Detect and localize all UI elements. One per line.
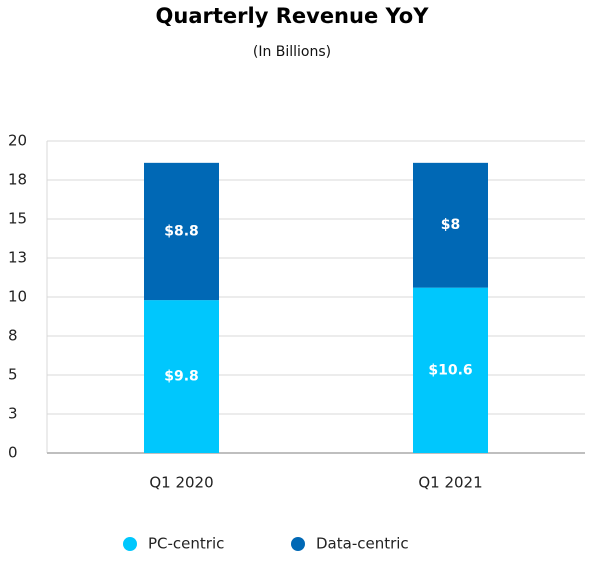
x-tick-label: Q1 2020: [149, 474, 213, 492]
y-tick-label: 10: [8, 288, 27, 306]
chart-title: Quarterly Revenue YoY: [156, 4, 430, 28]
data-label: $9.8: [164, 369, 199, 385]
bar-segment: [413, 287, 488, 453]
y-tick-label: 3: [8, 405, 18, 423]
bar-segment: [144, 300, 219, 453]
x-tick-label: Q1 2021: [418, 474, 482, 492]
bar-segment: [413, 162, 488, 288]
data-label: $10.6: [428, 362, 472, 378]
y-tick-label: 20: [8, 132, 27, 150]
y-tick-label: 5: [8, 366, 18, 384]
legend-label: PC-centric: [148, 535, 224, 553]
y-tick-label: 0: [8, 444, 18, 462]
chart-subtitle: (In Billions): [253, 44, 331, 60]
bar-segment: [144, 162, 219, 301]
legend-marker: [291, 537, 305, 551]
y-tick-label: 15: [8, 210, 27, 228]
y-tick-label: 18: [8, 171, 27, 189]
legend-label: Data-centric: [316, 535, 409, 553]
y-tick-label: 8: [8, 327, 18, 345]
data-label: $8: [441, 217, 460, 233]
data-label: $8.8: [164, 223, 199, 239]
legend-marker: [123, 537, 137, 551]
y-tick-label: 13: [8, 249, 27, 267]
